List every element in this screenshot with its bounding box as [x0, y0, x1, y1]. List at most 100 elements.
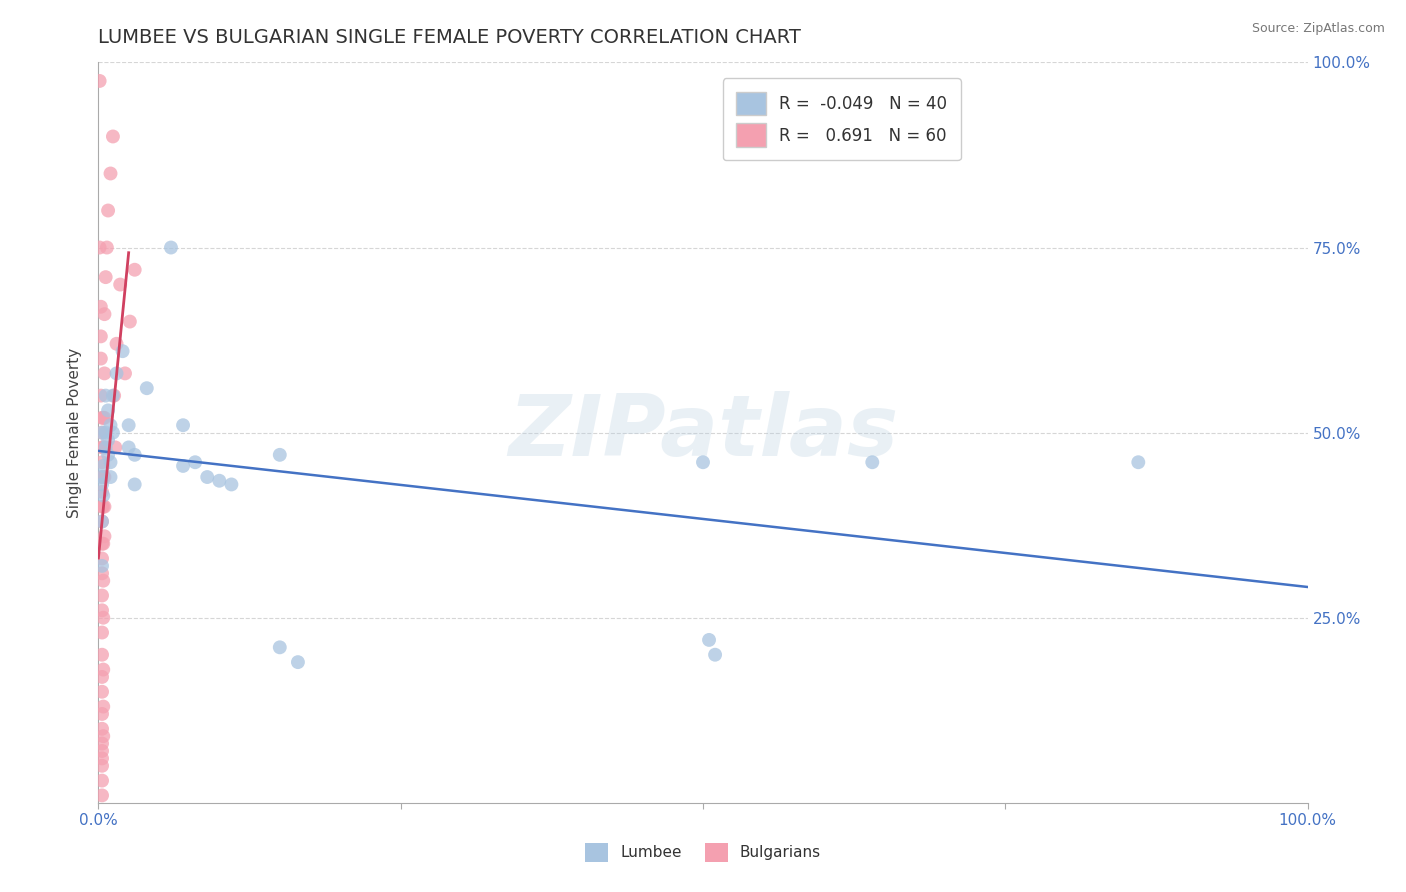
- Point: [91, 489, 114, 503]
- Point: [91, 706, 114, 721]
- Point: [100, 455, 122, 469]
- Point: [91, 536, 114, 550]
- Point: [91, 670, 114, 684]
- Point: [91, 685, 114, 699]
- Point: [90, 388, 112, 402]
- Point: [97, 433, 120, 447]
- Point: [704, 648, 727, 662]
- Point: [269, 640, 291, 655]
- Point: [96, 240, 118, 255]
- Point: [91, 536, 114, 550]
- Point: [124, 448, 146, 462]
- Point: [91, 625, 114, 640]
- Text: ZIPatlas: ZIPatlas: [508, 391, 898, 475]
- Point: [105, 336, 128, 351]
- Y-axis label: Single Female Poverty: Single Female Poverty: [67, 348, 83, 517]
- Point: [93, 307, 115, 321]
- Point: [100, 470, 122, 484]
- Point: [118, 314, 141, 328]
- Point: [93, 500, 115, 514]
- Point: [91, 477, 114, 491]
- Point: [124, 262, 146, 277]
- Point: [91, 470, 114, 484]
- Point: [90, 329, 112, 343]
- Point: [91, 744, 114, 758]
- Point: [91, 470, 114, 484]
- Point: [100, 166, 122, 180]
- Point: [91, 500, 114, 514]
- Point: [94, 425, 117, 440]
- Point: [101, 388, 124, 402]
- Point: [91, 458, 114, 473]
- Point: [97, 448, 120, 462]
- Point: [91, 737, 114, 751]
- Point: [91, 455, 114, 469]
- Point: [94, 441, 117, 455]
- Point: [91, 410, 114, 425]
- Point: [91, 441, 114, 455]
- Point: [91, 470, 114, 484]
- Point: [90, 300, 112, 314]
- Point: [114, 367, 136, 381]
- Point: [160, 240, 183, 255]
- Point: [91, 648, 114, 662]
- Point: [118, 418, 141, 433]
- Point: [208, 474, 231, 488]
- Point: [111, 344, 134, 359]
- Point: [93, 367, 115, 381]
- Point: [91, 603, 114, 617]
- Point: [91, 758, 114, 772]
- Point: [91, 551, 114, 566]
- Point: [91, 722, 114, 736]
- Point: [101, 425, 124, 440]
- Point: [89, 240, 111, 255]
- Point: [94, 388, 117, 402]
- Legend: Lumbee, Bulgarians: Lumbee, Bulgarians: [578, 835, 828, 869]
- Point: [91, 425, 114, 440]
- Point: [221, 477, 243, 491]
- Point: [91, 589, 114, 603]
- Point: [91, 425, 114, 440]
- Point: [97, 203, 120, 218]
- Point: [97, 403, 120, 417]
- Point: [91, 773, 114, 788]
- Point: [91, 751, 114, 765]
- Point: [91, 558, 114, 573]
- Point: [135, 381, 157, 395]
- Point: [91, 484, 114, 499]
- Point: [90, 351, 112, 366]
- Point: [91, 515, 114, 529]
- Point: [91, 663, 114, 677]
- Point: [118, 441, 141, 455]
- Text: LUMBEE VS BULGARIAN SINGLE FEMALE POVERTY CORRELATION CHART: LUMBEE VS BULGARIAN SINGLE FEMALE POVERT…: [98, 28, 801, 47]
- Point: [860, 455, 883, 469]
- Point: [104, 441, 127, 455]
- Point: [105, 367, 128, 381]
- Point: [184, 455, 207, 469]
- Point: [287, 655, 309, 669]
- Point: [91, 729, 114, 743]
- Point: [93, 441, 115, 455]
- Point: [269, 448, 291, 462]
- Point: [91, 574, 114, 588]
- Point: [1128, 455, 1150, 469]
- Point: [91, 789, 114, 803]
- Point: [91, 699, 114, 714]
- Point: [195, 470, 218, 484]
- Point: [91, 410, 114, 425]
- Point: [172, 418, 194, 433]
- Point: [697, 632, 720, 647]
- Point: [91, 515, 114, 529]
- Point: [91, 610, 114, 624]
- Point: [101, 129, 124, 144]
- Point: [108, 277, 131, 292]
- Point: [91, 500, 114, 514]
- Point: [93, 470, 115, 484]
- Point: [100, 418, 122, 433]
- Text: Source: ZipAtlas.com: Source: ZipAtlas.com: [1251, 22, 1385, 36]
- Point: [692, 455, 714, 469]
- Point: [94, 270, 117, 285]
- Point: [91, 566, 114, 581]
- Point: [89, 74, 111, 88]
- Point: [124, 477, 146, 491]
